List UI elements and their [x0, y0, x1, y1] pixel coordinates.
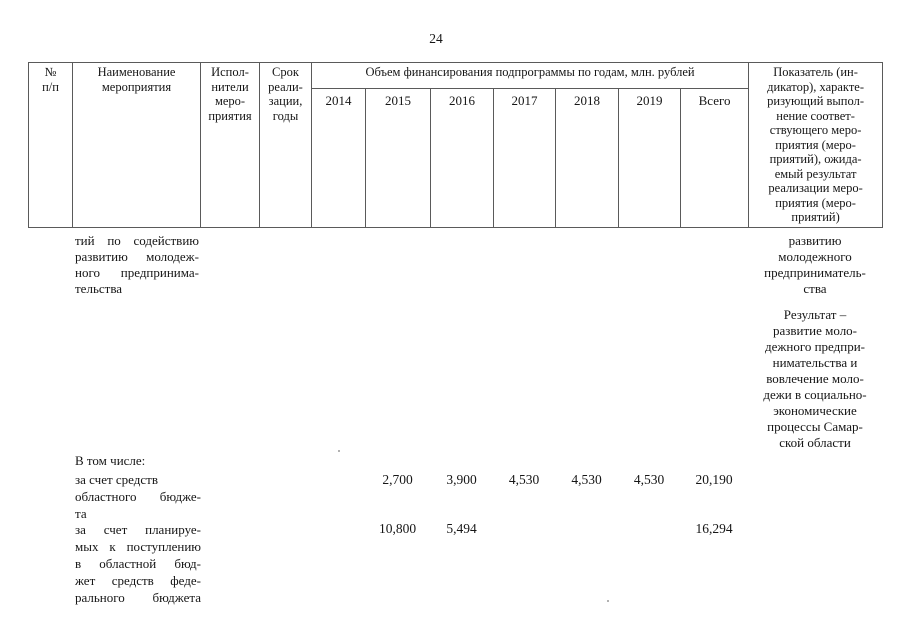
financing-table: № п/п Наименование мероприятия Испол- ни…	[28, 62, 884, 228]
label-line: в областной бюд-	[75, 556, 201, 571]
value-regional-total: 20,190	[695, 472, 733, 487]
col-header-total: Всего	[679, 88, 750, 228]
page-number: 24	[429, 31, 443, 46]
value-regional-2018: 4,530	[571, 472, 602, 487]
row-regional-budget-label: за счет средств областного бюдже- та	[75, 471, 201, 522]
scan-speck	[607, 600, 609, 602]
col-header-executors: Испол- нители меро- приятия	[200, 62, 260, 228]
value-federal-total: 16,294	[695, 521, 733, 536]
value-regional-2015: 2,700	[382, 472, 413, 487]
value-regional-2019: 4,530	[633, 472, 665, 487]
col-header-financing-group: Объем финансирования подпрограммы по год…	[310, 62, 750, 89]
label-line: та	[75, 506, 87, 521]
col-header-year-2014: 2014	[311, 88, 366, 228]
col-header-activity-name: Наименование мероприятия	[72, 62, 201, 228]
scan-speck	[338, 450, 340, 452]
indicator-continuation-text: развитию молодежного предприниматель- ст…	[764, 233, 866, 296]
expected-result-text: Результат – развитие моло- дежного предп…	[763, 307, 867, 450]
col-header-npp: № п/п	[28, 62, 73, 228]
row-federal-budget-label: за счет планируе- мых к поступлению в об…	[75, 521, 201, 606]
label-line: рального бюджета	[75, 590, 201, 605]
col-header-year-2015: 2015	[365, 88, 431, 228]
including-label: В том числе:	[75, 453, 146, 468]
activity-continuation-text: тий по содействию развитию молодеж- ного…	[75, 233, 199, 296]
col-header-term: Срок реали- зации, годы	[259, 62, 312, 228]
col-header-year-2019: 2019	[618, 88, 681, 228]
col-header-year-2017: 2017	[493, 88, 556, 228]
label-line: жет средств феде-	[75, 573, 201, 588]
value-federal-2016: 5,494	[446, 521, 477, 536]
value-regional-2017: 4,530	[508, 472, 540, 487]
col-header-indicator: Показатель (ин- дикатор), характе- ризую…	[748, 62, 884, 228]
label-line: областного бюдже-	[75, 489, 201, 504]
value-federal-2015: 10,800	[378, 521, 417, 536]
label-line: мых к поступлению	[75, 539, 201, 554]
col-header-year-2016: 2016	[430, 88, 494, 228]
value-regional-2016: 3,900	[446, 472, 477, 487]
label-line: за счет средств	[75, 472, 158, 487]
col-header-year-2018: 2018	[555, 88, 619, 228]
label-line: за счет планируе-	[75, 522, 201, 537]
